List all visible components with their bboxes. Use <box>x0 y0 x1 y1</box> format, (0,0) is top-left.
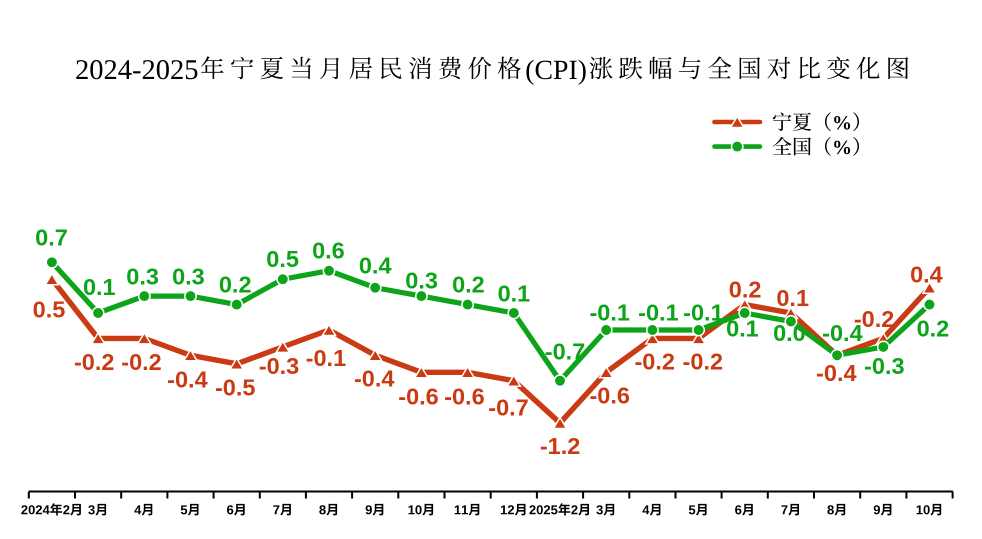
svg-text:-0.5: -0.5 <box>215 375 256 401</box>
svg-text:0.3: 0.3 <box>126 264 159 290</box>
svg-text:0.1: 0.1 <box>83 274 116 300</box>
svg-text:-0.2: -0.2 <box>854 306 895 332</box>
svg-text:0.2: 0.2 <box>219 271 252 297</box>
svg-text:-0.2: -0.2 <box>683 348 724 374</box>
svg-text:0.4: 0.4 <box>910 262 943 288</box>
svg-text:0.1: 0.1 <box>498 281 531 307</box>
svg-text:0.0: 0.0 <box>773 320 806 346</box>
svg-text:-0.6: -0.6 <box>398 383 439 409</box>
svg-text:0.5: 0.5 <box>33 296 66 322</box>
svg-text:-0.1: -0.1 <box>306 345 347 371</box>
svg-text:-0.4: -0.4 <box>167 367 208 393</box>
svg-text:0.1: 0.1 <box>726 315 759 341</box>
svg-text:0.2: 0.2 <box>917 315 950 341</box>
svg-text:-0.2: -0.2 <box>121 349 162 375</box>
svg-text:-0.6: -0.6 <box>589 382 630 408</box>
svg-text:-0.1: -0.1 <box>638 300 679 326</box>
svg-text:-0.7: -0.7 <box>545 338 586 364</box>
svg-text:0.5: 0.5 <box>266 246 299 272</box>
svg-text:0.4: 0.4 <box>359 253 392 279</box>
svg-text:0.2: 0.2 <box>452 271 485 297</box>
svg-text:-0.3: -0.3 <box>259 353 300 379</box>
svg-text:-0.3: -0.3 <box>864 353 905 379</box>
svg-text:-0.4: -0.4 <box>816 360 857 386</box>
svg-text:-0.4: -0.4 <box>354 366 395 392</box>
svg-text:0.3: 0.3 <box>405 267 438 293</box>
svg-text:-0.7: -0.7 <box>488 394 529 420</box>
svg-text:-0.1: -0.1 <box>683 300 724 326</box>
svg-text:0.6: 0.6 <box>312 237 345 263</box>
svg-text:-0.6: -0.6 <box>444 383 485 409</box>
svg-text:-0.1: -0.1 <box>589 300 630 326</box>
svg-text:0.7: 0.7 <box>35 224 68 250</box>
svg-text:-0.2: -0.2 <box>74 349 115 375</box>
svg-text:0.1: 0.1 <box>776 285 809 311</box>
svg-text:0.3: 0.3 <box>172 264 205 290</box>
svg-text:-0.2: -0.2 <box>634 348 675 374</box>
svg-text:-0.4: -0.4 <box>822 320 863 346</box>
svg-text:0.2: 0.2 <box>729 276 762 302</box>
svg-text:-1.2: -1.2 <box>540 433 581 459</box>
